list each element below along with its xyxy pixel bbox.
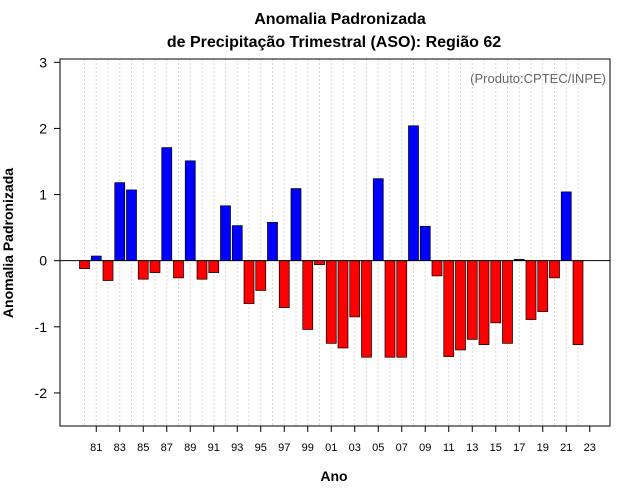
x-tick-label: 89 bbox=[184, 442, 196, 454]
bar-2011 bbox=[443, 260, 455, 357]
bar-1984 bbox=[126, 189, 137, 262]
bar-2021 bbox=[560, 191, 572, 262]
y-tick-label: 0 bbox=[39, 253, 47, 269]
plot-frame bbox=[59, 58, 611, 427]
bar-1998 bbox=[290, 188, 302, 262]
bar-1997 bbox=[278, 260, 290, 308]
bar-1981 bbox=[90, 255, 102, 262]
x-tick-label: 15 bbox=[490, 442, 502, 454]
bar-1980 bbox=[79, 260, 90, 269]
x-tick-label: 95 bbox=[255, 442, 267, 454]
x-tick-label: 83 bbox=[114, 442, 126, 454]
y-axis: -2 -1 0 1 2 3 bbox=[35, 54, 60, 401]
bar-2006 bbox=[384, 260, 396, 358]
chart-credit: (Produto:CPTEC/INPE) bbox=[470, 71, 606, 86]
bar-1996 bbox=[267, 221, 278, 262]
bar-2001 bbox=[325, 260, 337, 344]
bar-2008 bbox=[408, 125, 419, 262]
bar-1993 bbox=[231, 225, 243, 262]
bar-2000 bbox=[314, 260, 325, 266]
bar-1986 bbox=[149, 260, 161, 273]
x-tick-label: 85 bbox=[137, 442, 149, 454]
bar-2009 bbox=[419, 225, 431, 262]
x-tick-label: 17 bbox=[513, 442, 525, 454]
x-tick-label: 03 bbox=[349, 442, 361, 454]
bar-1989 bbox=[184, 160, 196, 262]
bar-2002 bbox=[337, 260, 349, 349]
y-axis-label: Anomalia Padronizada bbox=[0, 168, 16, 318]
bar-2020 bbox=[549, 260, 560, 279]
bar-2015 bbox=[490, 260, 502, 324]
bar-2022 bbox=[572, 260, 584, 346]
y-tick-label: -2 bbox=[35, 385, 48, 401]
bar-1995 bbox=[255, 260, 267, 291]
x-tick-label: 99 bbox=[302, 442, 314, 454]
bar-2010 bbox=[431, 260, 443, 277]
x-tick-label: 07 bbox=[396, 442, 408, 454]
bar-series bbox=[79, 125, 584, 358]
bar-1987 bbox=[161, 147, 173, 262]
bar-1999 bbox=[302, 260, 314, 330]
y-tick-label: 2 bbox=[39, 120, 47, 136]
bar-2019 bbox=[537, 260, 549, 312]
x-tick-label: 91 bbox=[208, 442, 220, 454]
x-tick-label: 81 bbox=[90, 442, 102, 454]
x-tick-label: 87 bbox=[161, 442, 173, 454]
bar-2018 bbox=[525, 260, 537, 320]
x-tick-label: 21 bbox=[560, 442, 572, 454]
bar-1994 bbox=[243, 260, 255, 305]
x-tick-label: 23 bbox=[584, 442, 596, 454]
x-tick-label: 11 bbox=[443, 442, 454, 454]
bar-2005 bbox=[372, 178, 384, 262]
bar-2013 bbox=[466, 260, 478, 340]
x-axis: 81 83 85 87 89 91 93 95 97 99 01 03 05 07 09 11 13 15 17 19… bbox=[90, 426, 596, 454]
bar-1985 bbox=[137, 260, 149, 280]
x-tick-label: 19 bbox=[537, 442, 549, 454]
x-tick-label: 13 bbox=[466, 442, 478, 454]
bar-2004 bbox=[361, 260, 372, 358]
chart-title: Anomalia Padronizada bbox=[254, 11, 426, 28]
bar-1982 bbox=[102, 260, 114, 281]
y-tick-label: -1 bbox=[35, 319, 48, 335]
bar-1991 bbox=[208, 260, 220, 273]
chart-subtitle: de Precipitação Trimestral (ASO): Região… bbox=[167, 34, 501, 51]
bar-1992 bbox=[220, 205, 231, 262]
x-tick-label: 93 bbox=[231, 442, 243, 454]
gridlines bbox=[84, 59, 579, 426]
y-tick-label: 1 bbox=[39, 187, 47, 203]
x-tick-label: 05 bbox=[372, 442, 384, 454]
bar-1988 bbox=[173, 260, 184, 279]
bar-2007 bbox=[396, 260, 408, 358]
x-tick-label: 01 bbox=[325, 442, 337, 454]
bar-2014 bbox=[478, 260, 490, 346]
y-tick-label: 3 bbox=[39, 54, 47, 70]
x-axis-label: Ano bbox=[320, 468, 347, 484]
bar-2016 bbox=[502, 260, 513, 344]
bar-2003 bbox=[349, 260, 361, 318]
bar-2012 bbox=[455, 260, 466, 351]
bar-1990 bbox=[196, 260, 208, 280]
bar-1983 bbox=[114, 182, 126, 262]
x-tick-label: 09 bbox=[419, 442, 431, 454]
x-tick-label: 97 bbox=[278, 442, 290, 454]
